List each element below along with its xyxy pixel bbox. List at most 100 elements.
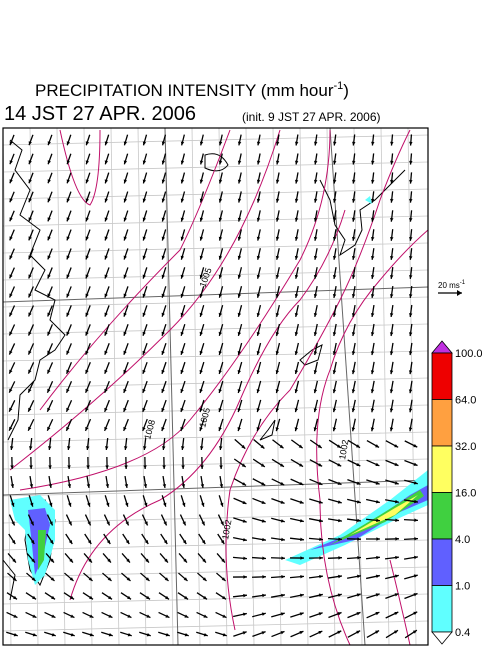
- wind-arrowhead: [389, 351, 394, 356]
- wind-arrowhead: [164, 558, 168, 563]
- wind-arrowhead: [123, 312, 127, 317]
- wind-arrowhead: [313, 389, 318, 394]
- isobar: [225, 129, 411, 631]
- wind-arrowhead: [294, 313, 299, 317]
- wind-arrowhead: [107, 558, 111, 563]
- wind-arrowhead: [66, 217, 70, 222]
- wind-arrowhead: [242, 631, 247, 635]
- wind-arrowhead: [275, 408, 279, 413]
- wind-arrowhead: [108, 614, 113, 618]
- wind-arrowhead: [32, 633, 37, 637]
- wind-arrowhead: [28, 426, 32, 431]
- wind-arrowhead: [370, 217, 375, 222]
- wind-arrowhead: [313, 274, 318, 279]
- wind-arrowhead: [260, 463, 265, 467]
- wind-arrowhead: [256, 312, 261, 317]
- wind-arrowhead: [337, 462, 342, 467]
- wind-arrowhead: [161, 331, 165, 336]
- wind-arrowhead: [370, 370, 375, 375]
- wind-arrowhead: [142, 331, 146, 336]
- wind-arrowhead: [409, 217, 413, 222]
- wind-arrowhead: [85, 388, 89, 393]
- wind-arrowhead: [338, 518, 342, 523]
- valid-time: 14 JST 27 APR. 2006: [4, 103, 196, 125]
- wind-arrowhead: [123, 236, 127, 241]
- wind-arrowhead: [10, 465, 14, 469]
- wind-arrowhead: [313, 370, 318, 375]
- wind-arrowhead: [275, 389, 280, 394]
- wind-arrowhead: [336, 444, 341, 448]
- wind-arrowhead: [256, 370, 261, 374]
- wind-arrowhead: [275, 179, 280, 184]
- wind-arrowhead: [123, 446, 128, 450]
- wind-arrowhead: [275, 255, 280, 260]
- wind-arrowhead: [85, 255, 89, 260]
- wind-arrowhead: [106, 540, 111, 545]
- wind-arrowhead: [13, 633, 18, 637]
- wind-arrowhead: [199, 369, 203, 374]
- isobar: [316, 229, 428, 645]
- wind-arrowhead: [390, 198, 394, 203]
- wind-arrowhead: [47, 236, 51, 241]
- wind-arrowhead: [85, 198, 89, 203]
- wind-arrowhead: [237, 293, 242, 298]
- wind-arrowhead: [9, 255, 13, 260]
- wind-arrowhead: [143, 465, 147, 469]
- wind-arrowhead: [313, 293, 318, 298]
- wind-arrowhead: [66, 255, 70, 260]
- wind-arrowhead: [199, 427, 203, 432]
- wind-arrowhead: [219, 465, 223, 469]
- wind-arrowhead: [218, 350, 222, 355]
- wind-arrowhead: [262, 593, 266, 598]
- wind-arrowhead: [11, 540, 16, 545]
- wind-arrowhead: [390, 236, 394, 241]
- wind-arrowhead: [163, 521, 167, 526]
- wind-arrowhead: [66, 198, 70, 203]
- wind-arrowhead: [180, 274, 185, 279]
- wind-arrowhead: [351, 294, 356, 298]
- wind-arrowhead: [127, 614, 132, 618]
- wind-arrowhead: [356, 593, 361, 597]
- wind-arrowhead: [313, 408, 318, 413]
- wind-arrowhead: [85, 331, 89, 336]
- wind-arrowhead: [66, 293, 70, 298]
- wind-arrowhead: [370, 408, 375, 413]
- wind-arrowhead: [351, 370, 356, 375]
- wind-arrowhead: [262, 537, 266, 542]
- wind-arrowhead: [409, 141, 413, 146]
- wind-arrowhead: [218, 255, 223, 260]
- wind-arrowhead: [180, 160, 185, 165]
- wind-arrowhead: [104, 141, 109, 146]
- wind-arrowhead: [318, 500, 323, 504]
- wind-arrowhead: [126, 577, 131, 581]
- wind-arrowhead: [389, 370, 394, 375]
- wind-arrowhead: [123, 369, 127, 374]
- wind-arrowhead: [87, 540, 92, 545]
- coast: [299, 344, 323, 366]
- wind-arrowhead: [200, 465, 204, 469]
- wind-arrowhead: [180, 369, 184, 374]
- wind-arrowhead: [66, 179, 70, 184]
- wind-arrowhead: [203, 633, 208, 637]
- wind-arrowhead: [256, 236, 261, 241]
- wind-arrowhead: [370, 313, 375, 317]
- wind-arrowhead: [66, 350, 70, 355]
- wind-arrowhead: [332, 313, 337, 317]
- wind-arrowhead: [142, 141, 147, 146]
- wind-arrowhead: [28, 293, 32, 298]
- wind-arrowhead: [298, 444, 303, 449]
- wind-arrowhead: [125, 540, 130, 545]
- wind-arrowhead: [275, 141, 280, 146]
- wind-arrowhead: [279, 444, 284, 449]
- wind-arrowhead: [199, 198, 204, 203]
- wind-arrowhead: [201, 540, 206, 545]
- wind-arrowhead: [332, 255, 337, 260]
- grid-line: [3, 539, 428, 551]
- precip-area: [365, 196, 372, 204]
- wind-arrowhead: [47, 141, 51, 146]
- wind-arrowhead: [294, 255, 299, 260]
- wind-arrowhead: [408, 294, 413, 298]
- wind-arrowhead: [221, 558, 225, 563]
- wind-arrowhead: [394, 444, 399, 448]
